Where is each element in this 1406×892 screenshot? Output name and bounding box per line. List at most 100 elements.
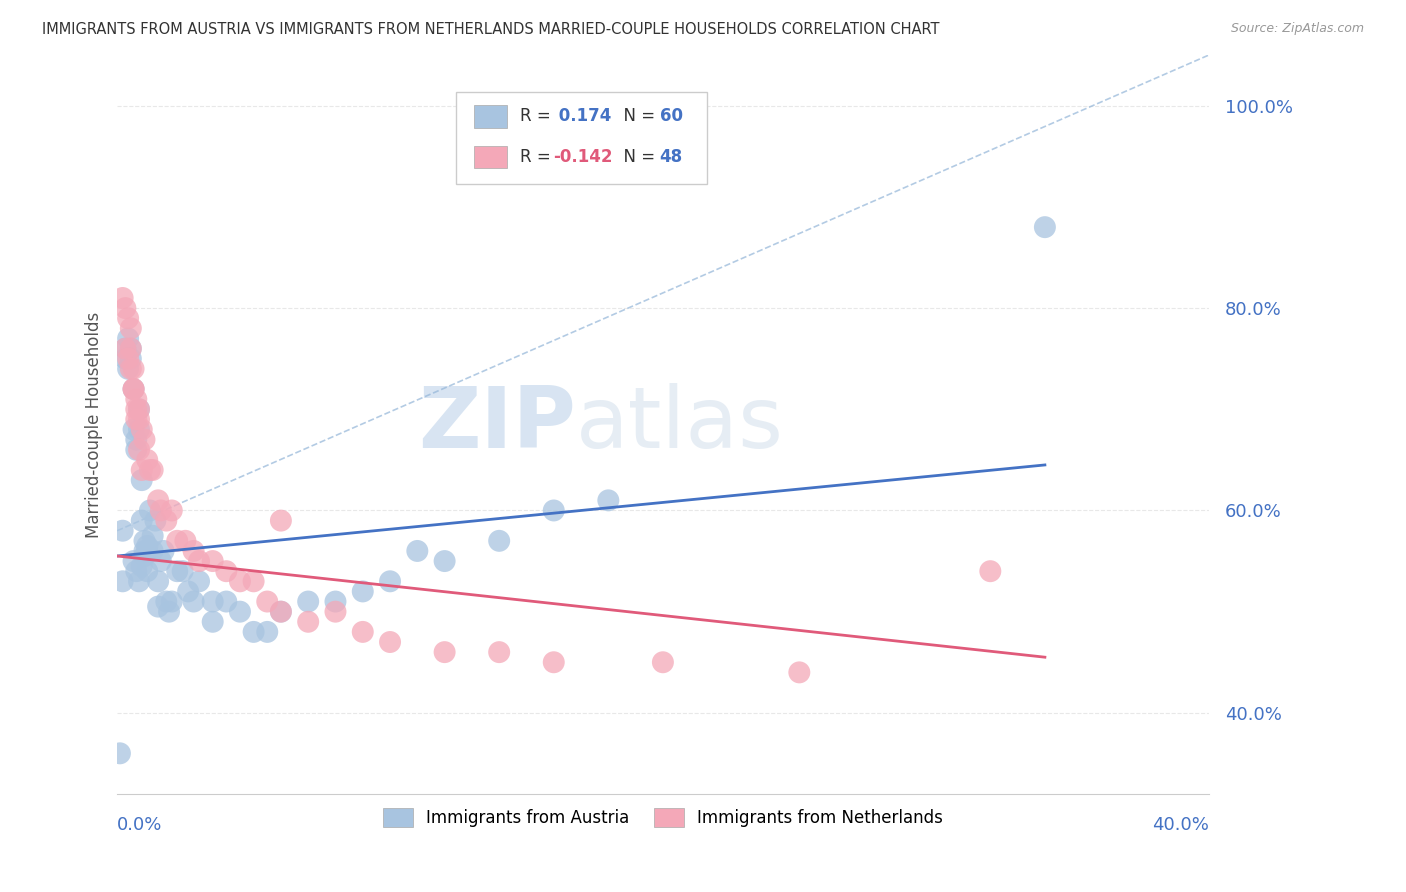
Point: [160, 594, 183, 608]
Point: [139, 503, 162, 517]
Point: [201, 594, 224, 608]
Point: [598, 493, 620, 508]
Point: [215, 594, 238, 608]
Point: [142, 463, 165, 477]
Point: [128, 442, 150, 457]
Point: [111, 291, 134, 305]
Point: [433, 554, 456, 568]
Point: [352, 624, 374, 639]
Text: R =: R =: [520, 148, 555, 166]
Point: [229, 605, 252, 619]
Point: [270, 514, 292, 528]
Point: [172, 564, 194, 578]
Point: [651, 655, 673, 669]
Text: IMMIGRANTS FROM AUSTRIA VS IMMIGRANTS FROM NETHERLANDS MARRIED-COUPLE HOUSEHOLDS: IMMIGRANTS FROM AUSTRIA VS IMMIGRANTS FR…: [42, 22, 939, 37]
Point: [188, 554, 211, 568]
Point: [128, 402, 150, 417]
Point: [120, 351, 142, 366]
Text: 40.0%: 40.0%: [1152, 816, 1209, 834]
Point: [117, 331, 139, 345]
Point: [229, 574, 252, 589]
Point: [543, 503, 565, 517]
Point: [979, 564, 1001, 578]
Point: [256, 624, 278, 639]
Point: [131, 473, 153, 487]
Point: [131, 559, 153, 574]
Point: [188, 574, 211, 589]
Point: [270, 605, 292, 619]
Point: [128, 402, 150, 417]
Point: [270, 605, 292, 619]
Point: [543, 655, 565, 669]
Point: [128, 412, 150, 426]
Point: [114, 351, 136, 366]
Point: [157, 605, 180, 619]
Point: [111, 574, 134, 589]
Text: N =: N =: [613, 148, 659, 166]
Point: [125, 402, 148, 417]
Point: [111, 524, 134, 538]
Point: [136, 564, 159, 578]
Point: [166, 533, 188, 548]
Bar: [474, 146, 506, 169]
Point: [155, 514, 177, 528]
Point: [134, 544, 156, 558]
Point: [128, 574, 150, 589]
Point: [215, 564, 238, 578]
Point: [114, 342, 136, 356]
Point: [174, 533, 197, 548]
Legend: Immigrants from Austria, Immigrants from Netherlands: Immigrants from Austria, Immigrants from…: [375, 801, 950, 833]
Point: [149, 503, 172, 517]
Text: 60: 60: [659, 107, 683, 126]
Point: [146, 599, 169, 614]
Text: R =: R =: [520, 107, 555, 126]
Point: [108, 747, 131, 761]
Point: [117, 361, 139, 376]
Text: 0.174: 0.174: [553, 107, 612, 126]
Point: [378, 635, 401, 649]
Point: [1033, 220, 1056, 235]
Point: [352, 584, 374, 599]
Point: [142, 529, 165, 543]
Point: [122, 554, 145, 568]
Text: atlas: atlas: [575, 383, 783, 466]
Point: [136, 539, 159, 553]
Point: [125, 433, 148, 447]
Point: [120, 342, 142, 356]
Point: [488, 645, 510, 659]
Point: [122, 382, 145, 396]
Text: 0.0%: 0.0%: [117, 816, 163, 834]
Point: [183, 544, 205, 558]
Text: Source: ZipAtlas.com: Source: ZipAtlas.com: [1230, 22, 1364, 36]
FancyBboxPatch shape: [456, 92, 707, 185]
Text: 48: 48: [659, 148, 683, 166]
Point: [128, 423, 150, 437]
Point: [134, 433, 156, 447]
Point: [166, 564, 188, 578]
Point: [789, 665, 811, 680]
Point: [122, 361, 145, 376]
Text: N =: N =: [613, 107, 659, 126]
Point: [136, 453, 159, 467]
Point: [136, 544, 159, 558]
Point: [406, 544, 429, 558]
Point: [488, 533, 510, 548]
Text: ZIP: ZIP: [418, 383, 575, 466]
Point: [242, 624, 264, 639]
Point: [155, 594, 177, 608]
Point: [122, 423, 145, 437]
Point: [131, 514, 153, 528]
Point: [201, 554, 224, 568]
Point: [160, 503, 183, 517]
Point: [242, 574, 264, 589]
Point: [149, 554, 172, 568]
Point: [117, 351, 139, 366]
Point: [131, 463, 153, 477]
Point: [139, 463, 162, 477]
Point: [183, 594, 205, 608]
Point: [117, 311, 139, 326]
Point: [146, 493, 169, 508]
Point: [120, 361, 142, 376]
Point: [120, 321, 142, 335]
Point: [134, 549, 156, 563]
